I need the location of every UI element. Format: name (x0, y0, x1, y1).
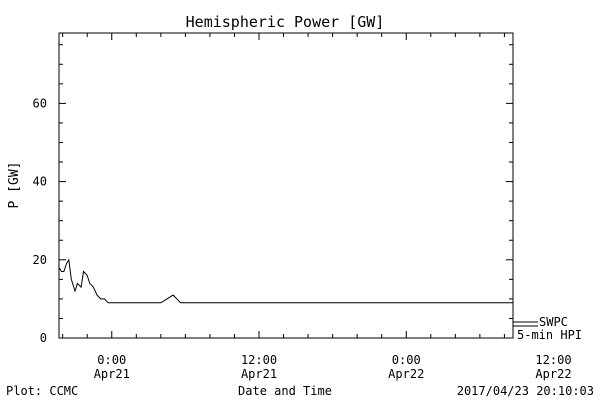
chart-title: Hemispheric Power [GW] (186, 13, 385, 31)
y-axis-label: P [GW] (7, 162, 22, 209)
legend-swpc-label: SWPC (539, 315, 568, 329)
y-axis: 0 20 40 60 (33, 44, 513, 345)
x-tick-date-label: Apr21 (241, 367, 277, 381)
x-tick-time-label: 0:00 (392, 353, 421, 367)
y-tick-label: 40 (33, 175, 47, 189)
x-tick-date-label: Apr21 (94, 367, 130, 381)
series-layer (58, 258, 513, 304)
y-tick-label: 60 (33, 96, 47, 110)
plot-credit: Plot: CCMC (6, 384, 78, 398)
x-tick-time-label: 12:00 (241, 353, 277, 367)
x-axis-label: Date and Time (238, 384, 332, 398)
plot-timestamp: 2017/04/23 20:10:03 (457, 384, 594, 398)
legend-hpi-label: 5-min HPI (517, 328, 582, 342)
y-tick-label: 20 (33, 253, 47, 267)
x-tick-time-label: 12:00 (535, 353, 571, 367)
plot-frame (58, 32, 514, 339)
x-tick-time-label: 0:00 (97, 353, 126, 367)
x-axis: 0:00Apr2112:00Apr210:00Apr2212:00Apr220:… (62, 33, 572, 381)
x-tick-date-label: Apr22 (535, 367, 571, 381)
legend: SWPC 5-min HPI (513, 315, 582, 342)
x-tick-date-label: Apr22 (388, 367, 424, 381)
series-line-hpi (58, 258, 513, 304)
y-tick-label: 0 (40, 331, 47, 345)
